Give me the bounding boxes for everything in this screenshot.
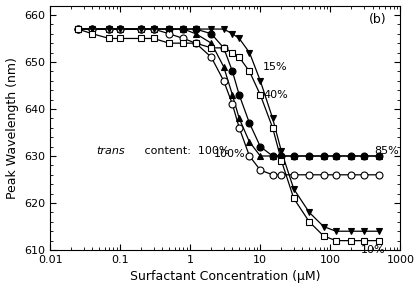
Text: 15%: 15% [263, 62, 288, 72]
Text: content:  100%: content: 100% [142, 146, 230, 156]
Text: trans: trans [96, 146, 124, 156]
Text: 10%: 10% [361, 245, 385, 255]
Text: 85%: 85% [374, 146, 399, 156]
Text: 40%: 40% [263, 90, 288, 100]
Text: (b): (b) [369, 13, 386, 26]
X-axis label: Surfactant Concentration (μM): Surfactant Concentration (μM) [130, 271, 320, 284]
Text: 100%: 100% [214, 149, 246, 159]
Y-axis label: Peak Wavelength (nm): Peak Wavelength (nm) [5, 57, 18, 199]
